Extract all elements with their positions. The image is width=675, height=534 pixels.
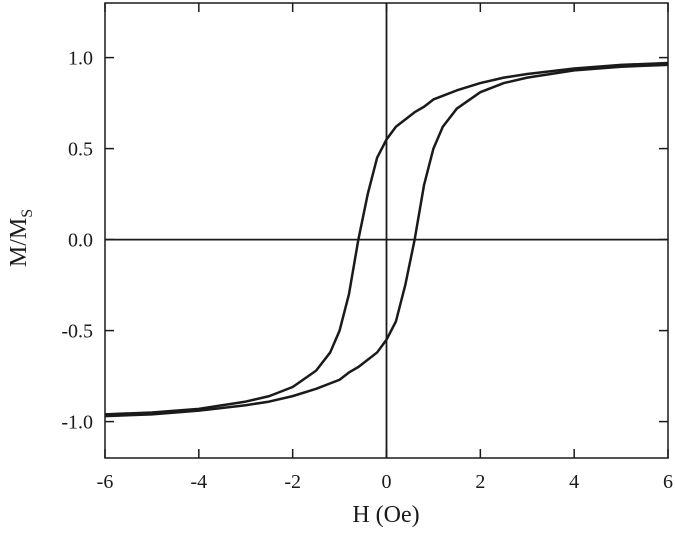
x-axis-title: H (Oe) bbox=[352, 502, 419, 528]
x-tick-label: 0 bbox=[382, 471, 392, 493]
hysteresis-branch bbox=[104, 63, 669, 418]
y-axis-title-main: M/M bbox=[6, 218, 32, 267]
y-tick-label: 1.0 bbox=[68, 48, 93, 70]
y-tick-label: -0.5 bbox=[61, 321, 93, 343]
y-tick-label: 0.5 bbox=[68, 139, 93, 161]
x-tick-label: 2 bbox=[475, 471, 485, 493]
hysteresis-branch bbox=[104, 61, 669, 416]
x-tick-label: 4 bbox=[569, 471, 579, 493]
x-tick-label: 6 bbox=[663, 471, 673, 493]
y-tick-label: -1.0 bbox=[61, 412, 93, 434]
x-tick-label: -2 bbox=[284, 471, 301, 493]
x-tick-label: -6 bbox=[97, 471, 114, 493]
y-axis-title-sub: S bbox=[19, 209, 36, 218]
y-tick-label: 0.0 bbox=[68, 230, 93, 252]
x-tick-label: -4 bbox=[190, 471, 207, 493]
y-axis-title: M/MS bbox=[6, 209, 36, 267]
